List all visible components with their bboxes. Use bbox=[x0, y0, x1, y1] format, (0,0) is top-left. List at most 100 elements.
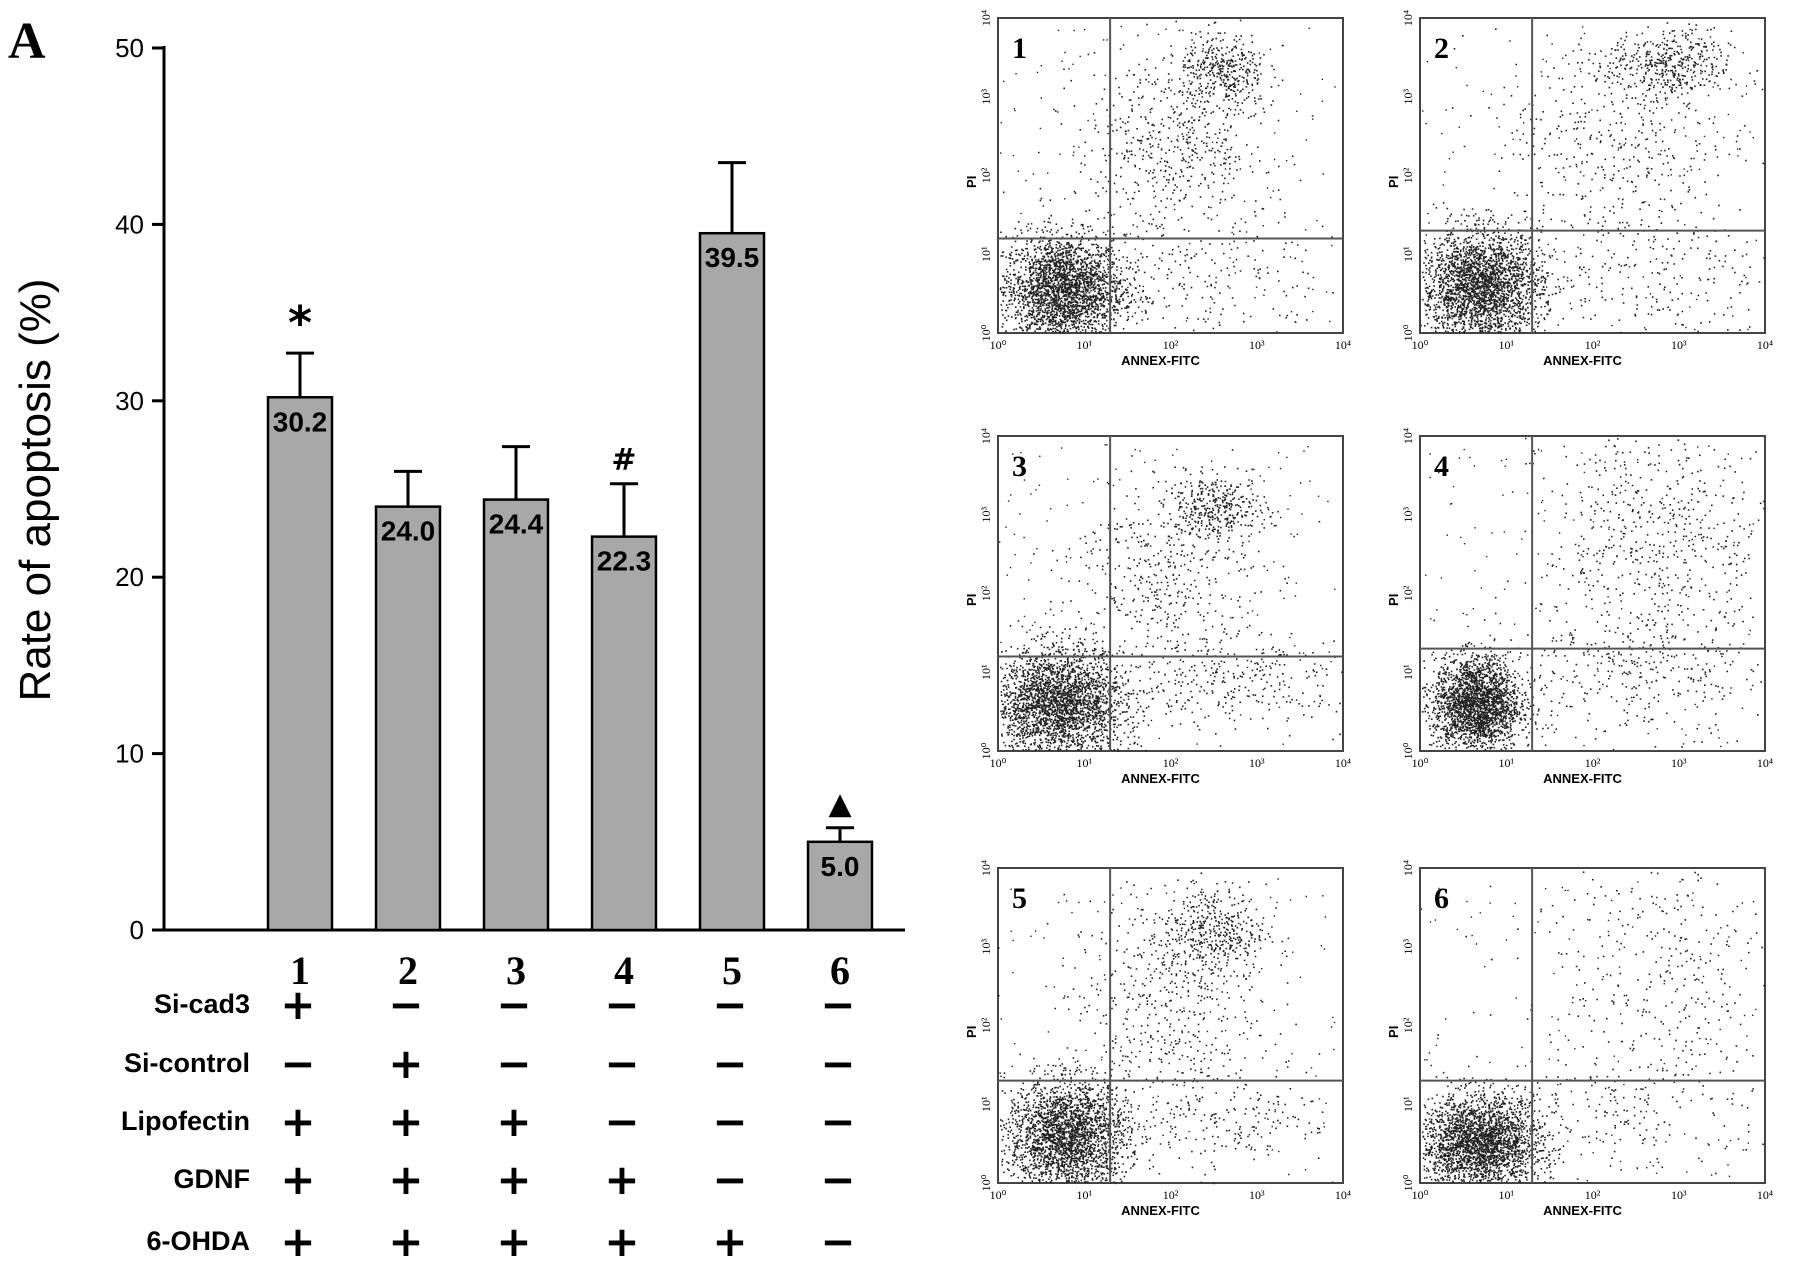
y-tick-label: 10⁰ bbox=[1401, 324, 1415, 341]
y-tick-label: 10³ bbox=[1401, 507, 1415, 523]
x-tick-label: 10³ bbox=[1671, 1188, 1687, 1202]
x-axis-label: ANNEX-FITC bbox=[1121, 1203, 1200, 1218]
plot-frame bbox=[997, 17, 1344, 334]
x-tick-label: 4 bbox=[614, 948, 634, 993]
x-tick-label: 10² bbox=[1585, 756, 1601, 770]
y-tick-label: 10² bbox=[979, 167, 993, 183]
treatment-sign: + bbox=[388, 1097, 423, 1146]
x-tick-label: 10¹ bbox=[1498, 338, 1514, 352]
y-axis-label: Rate of apoptosis (%) bbox=[11, 278, 60, 701]
flow-plot-1: 1 10⁰ 10¹ 10² 10³ 10⁴ 10⁰ 10¹ 10² 10³ 10⁴ ANNEX-FIT… bbox=[964, 10, 1351, 368]
treatment-sign: + bbox=[712, 1217, 747, 1266]
x-axis-label: ANNEX-FITC bbox=[1543, 771, 1622, 786]
y-tick-label: 10² bbox=[1401, 585, 1415, 601]
x-tick-label: 2 bbox=[398, 948, 418, 993]
treatment-sign: + bbox=[604, 1217, 639, 1266]
x-tick-label: 10¹ bbox=[1498, 1188, 1514, 1202]
y-tick-label: 10⁰ bbox=[979, 742, 993, 759]
treatment-label: 6-OHDA bbox=[146, 1226, 250, 1256]
y-tick-label: 30 bbox=[115, 386, 144, 416]
significance-marker: * bbox=[288, 296, 312, 350]
y-tick-label: 10 bbox=[115, 739, 144, 769]
treatment-sign: − bbox=[820, 1155, 855, 1204]
x-tick-label: 10⁰ bbox=[1412, 338, 1429, 352]
x-tick-label: 10³ bbox=[1671, 338, 1687, 352]
treatment-table: Si-cad3 + − − − − −Si-control − + − − − −Lipofectin +… bbox=[121, 980, 856, 1266]
x-tick-label: 10² bbox=[1163, 338, 1179, 352]
treatment-sign: − bbox=[712, 980, 747, 1029]
treatment-sign: + bbox=[496, 1155, 531, 1204]
flow-plot-4: 4 10⁰ 10¹ 10² 10³ 10⁴ 10⁰ 10¹ 10² 10³ 10⁴ ANNEX-FIT… bbox=[1386, 428, 1773, 786]
y-tick-label: 10⁴ bbox=[979, 428, 993, 444]
y-axis-label: PI bbox=[1386, 1026, 1401, 1038]
x-tick-label: 10³ bbox=[1249, 1188, 1265, 1202]
y-tick-label: 10¹ bbox=[1401, 246, 1415, 262]
y-tick-label: 10⁴ bbox=[979, 10, 993, 26]
y-tick-label: 10¹ bbox=[1401, 1096, 1415, 1112]
y-tick-label: 10⁰ bbox=[1401, 742, 1415, 759]
treatment-sign: − bbox=[604, 1039, 639, 1088]
bar-value-label: 39.5 bbox=[705, 242, 760, 273]
y-tick-label: 50 bbox=[115, 33, 144, 63]
flow-plot-2: 2 10⁰ 10¹ 10² 10³ 10⁴ 10⁰ 10¹ 10² 10³ 10⁴ ANNEX-FIT… bbox=[1386, 10, 1773, 368]
treatment-sign: + bbox=[496, 1217, 531, 1266]
x-tick-label: 10⁰ bbox=[1412, 756, 1429, 770]
y-tick-label: 10⁴ bbox=[1401, 860, 1415, 876]
treatment-sign: − bbox=[712, 1039, 747, 1088]
scatter-points bbox=[999, 19, 1336, 333]
plot-number: 1 bbox=[1012, 32, 1027, 65]
y-tick-label: 10⁴ bbox=[1401, 10, 1415, 26]
plot-frame bbox=[1419, 867, 1766, 1184]
bar bbox=[698, 231, 766, 932]
x-tick-label: 10⁰ bbox=[990, 756, 1007, 770]
panel-label: A bbox=[8, 13, 46, 70]
x-tick-label: 10⁴ bbox=[1757, 756, 1773, 770]
bar-value-label: 22.3 bbox=[597, 546, 652, 577]
y-axis-label: PI bbox=[1386, 176, 1401, 188]
y-tick-label: 10⁰ bbox=[1401, 1174, 1415, 1191]
treatment-sign: − bbox=[712, 1155, 747, 1204]
x-tick-label: 10¹ bbox=[1076, 756, 1092, 770]
flow-plot-6: 6 10⁰ 10¹ 10² 10³ 10⁴ 10⁰ 10¹ 10² 10³ 10⁴ ANNEX-FIT… bbox=[1386, 860, 1773, 1218]
treatment-label: Si-control bbox=[124, 1048, 250, 1078]
plot-number: 5 bbox=[1012, 882, 1027, 915]
plot-number: 4 bbox=[1434, 450, 1449, 483]
x-tick-label: 10² bbox=[1163, 756, 1179, 770]
y-tick-label: 10¹ bbox=[1401, 664, 1415, 680]
y-tick-label: 10⁰ bbox=[979, 1174, 993, 1191]
significance-marker: ▲ bbox=[828, 787, 851, 822]
x-tick-label: 10³ bbox=[1671, 756, 1687, 770]
y-tick-label: 10² bbox=[979, 1017, 993, 1033]
x-tick-label: 10³ bbox=[1249, 338, 1265, 352]
bar-value-label: 5.0 bbox=[821, 851, 860, 882]
x-tick-label: 10⁴ bbox=[1757, 338, 1773, 352]
x-axis-label: ANNEX-FITC bbox=[1121, 771, 1200, 786]
plot-number: 3 bbox=[1012, 450, 1027, 483]
y-axis-label: PI bbox=[1386, 594, 1401, 606]
y-tick-label: 10¹ bbox=[979, 1096, 993, 1112]
x-tick-label: 10⁴ bbox=[1335, 338, 1351, 352]
plot-number: 6 bbox=[1434, 882, 1449, 915]
scatter-points bbox=[1420, 22, 1765, 334]
treatment-sign: + bbox=[280, 980, 315, 1029]
treatment-sign: − bbox=[712, 1097, 747, 1146]
bar-value-label: 30.2 bbox=[273, 406, 328, 437]
x-tick-label: 10⁴ bbox=[1335, 756, 1351, 770]
y-tick-label: 20 bbox=[115, 562, 144, 592]
treatment-sign: − bbox=[280, 1039, 315, 1088]
treatment-sign: − bbox=[496, 980, 531, 1029]
flow-plot-3: 3 10⁰ 10¹ 10² 10³ 10⁴ 10⁰ 10¹ 10² 10³ 10⁴ ANNEX-FIT… bbox=[964, 428, 1351, 786]
y-tick-label: 10³ bbox=[1401, 939, 1415, 955]
flow-cytometry-grid: 1 10⁰ 10¹ 10² 10³ 10⁴ 10⁰ 10¹ 10² 10³ 10⁴ ANNEX-FIT… bbox=[964, 10, 1773, 1218]
x-tick-label: 10⁰ bbox=[990, 1188, 1007, 1202]
bar-value-label: 24.0 bbox=[381, 516, 436, 547]
x-tick-label: 10² bbox=[1585, 1188, 1601, 1202]
y-tick-label: 10¹ bbox=[979, 246, 993, 262]
treatment-sign: − bbox=[820, 980, 855, 1029]
x-tick-label: 10¹ bbox=[1498, 756, 1514, 770]
treatment-sign: + bbox=[604, 1155, 639, 1204]
x-tick-label: 5 bbox=[722, 948, 742, 993]
y-axis-label: PI bbox=[964, 1026, 979, 1038]
x-tick-label: 6 bbox=[830, 948, 850, 993]
